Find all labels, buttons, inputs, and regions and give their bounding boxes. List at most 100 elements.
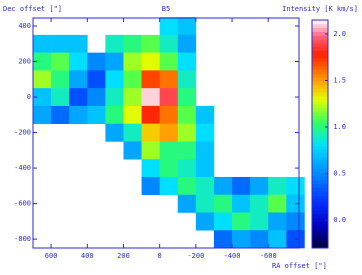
y-tick-label: -800 [14, 235, 31, 243]
heatmap-cell [33, 70, 52, 89]
heatmap-cell [250, 212, 269, 231]
chart-title: B5 [162, 5, 170, 13]
colorbar-step [312, 240, 328, 245]
heatmap-cell [177, 52, 197, 71]
colorbar-step [312, 244, 328, 249]
colorbar-step [312, 35, 328, 40]
colorbar-step [312, 69, 328, 74]
colorbar-step [312, 23, 328, 29]
heatmap-cell [105, 105, 124, 124]
heatmap-cell [51, 88, 70, 107]
heatmap-cell [232, 176, 251, 196]
heatmap-cell [177, 141, 197, 160]
y-tick-label: -600 [14, 200, 31, 208]
colorbar-step [312, 65, 328, 70]
heatmap-cell [177, 70, 197, 89]
y-tick-label: -400 [14, 164, 31, 172]
heatmap-cell [51, 34, 70, 53]
colorbar-step [312, 77, 328, 82]
heatmap-cell [195, 123, 215, 142]
heatmap-cell [141, 159, 160, 178]
heatmap-cell [87, 88, 106, 107]
heatmap-cell [159, 52, 179, 71]
colorbar-tick-label: 0.0 [333, 216, 346, 224]
colorbar-tick-label: 1.5 [333, 76, 346, 84]
colorbar-step [312, 221, 328, 226]
heatmap-cell [232, 230, 251, 249]
colorbar-step [312, 39, 328, 44]
heatmap-cell [177, 17, 197, 36]
colorbar-label: Intensity [K km/s] [282, 5, 358, 13]
colorbar-step [312, 232, 328, 238]
colorbar-step [312, 31, 328, 36]
colorbar-step [312, 172, 328, 177]
colorbar-step [312, 229, 328, 234]
heatmap-cell [159, 70, 179, 89]
heatmap-cell [177, 88, 197, 107]
heatmap-cell [177, 176, 197, 196]
heatmap-cell [177, 105, 197, 124]
heatmap-cell [159, 17, 179, 36]
heatmap-cell [159, 105, 179, 124]
heatmap-cell [268, 212, 287, 231]
heatmap-cell [33, 105, 52, 124]
colorbar-step [312, 225, 328, 230]
y-tick-label: 400 [18, 22, 31, 30]
colorbar-step [312, 206, 328, 211]
heatmap-cell [232, 194, 251, 213]
x-tick-label: 200 [117, 252, 130, 260]
colorbar-step [312, 54, 328, 59]
heatmap-cell [195, 212, 215, 231]
heatmap-cell [177, 159, 197, 178]
heatmap-cell [213, 230, 233, 249]
colorbar-step [312, 210, 328, 215]
heatmap-cell [268, 194, 287, 213]
colorbar-step [312, 156, 328, 162]
heatmap-cell [33, 34, 52, 53]
heatmap-cell [195, 176, 215, 196]
colorbar-step [312, 149, 328, 154]
heatmap-cell [268, 230, 287, 249]
x-tick-label: -200 [187, 252, 204, 260]
heatmap-cell [141, 70, 160, 89]
colorbar-step [312, 130, 328, 135]
heatmap-cell [141, 88, 160, 107]
heatmap-cell [286, 212, 305, 231]
colorbar-step [312, 164, 328, 169]
heatmap-cell [268, 176, 287, 196]
heatmap-cell [141, 123, 160, 142]
heatmap-cell [195, 141, 215, 160]
colorbar-step [312, 61, 328, 67]
heatmap-cell [87, 70, 106, 89]
heatmap-cell [141, 141, 160, 160]
colorbar-step [312, 153, 328, 158]
heatmap-cell [123, 123, 142, 142]
heatmap-cell [105, 88, 124, 107]
colorbar-frame [311, 19, 329, 249]
colorbar-step [312, 175, 328, 181]
colorbar-step [312, 96, 328, 101]
heatmap [33, 17, 305, 249]
colorbar-step [312, 27, 328, 32]
y-tick-label: 200 [18, 58, 31, 66]
heatmap-cell [141, 34, 160, 53]
heatmap-cell [213, 194, 233, 213]
heatmap-cell [141, 52, 160, 71]
heatmap-cell [159, 159, 179, 178]
heatmap-cell [123, 70, 142, 89]
heatmap-cell [250, 194, 269, 213]
colorbar-step [312, 187, 328, 192]
colorbar-step [312, 179, 328, 184]
colorbar-step [312, 42, 328, 48]
heatmap-cell [159, 88, 179, 107]
heatmap-cell [213, 212, 233, 231]
colorbar-step [312, 134, 328, 139]
heatmap-cell [195, 105, 215, 124]
colorbar-step [312, 84, 328, 89]
colorbar-step [312, 183, 328, 188]
heatmap-cell [87, 52, 106, 71]
heatmap-cell [159, 123, 179, 142]
colorbar-step [312, 107, 328, 112]
colorbar-step [312, 99, 328, 105]
